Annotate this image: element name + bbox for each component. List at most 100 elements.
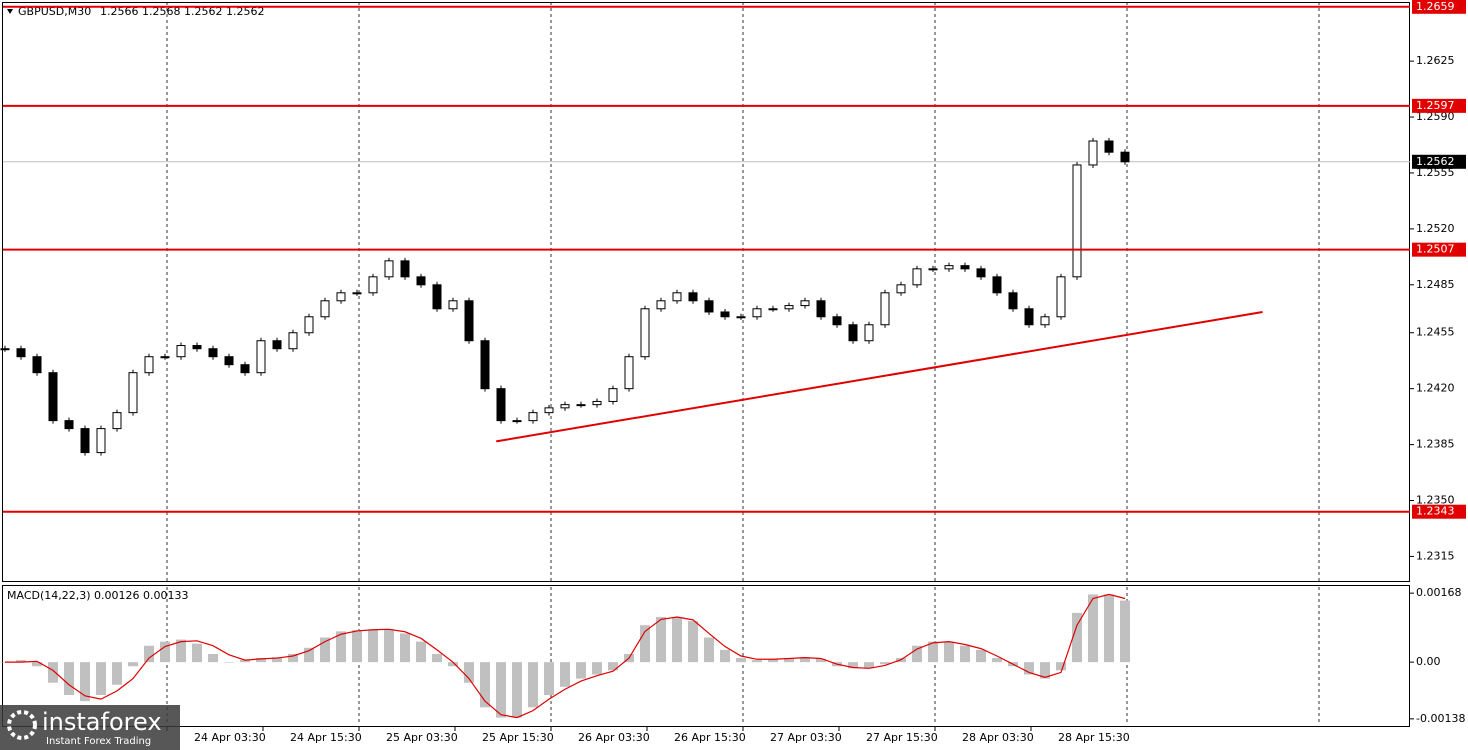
candle xyxy=(464,300,474,342)
candle xyxy=(784,305,794,310)
candle xyxy=(656,300,666,310)
macd-bar xyxy=(32,662,42,667)
macd-bar xyxy=(48,662,58,683)
macd-bar xyxy=(976,649,986,663)
candle xyxy=(992,276,1002,294)
candle xyxy=(80,428,90,454)
candle xyxy=(192,345,202,350)
current-price-bg xyxy=(1412,154,1466,169)
level-label-bg xyxy=(1412,0,1466,14)
trendline xyxy=(496,310,1263,443)
candle xyxy=(768,308,778,311)
x-tick-label: 25 Apr 03:30 xyxy=(386,731,458,744)
y-tick-label: 0.00 xyxy=(1416,655,1441,668)
macd-bar xyxy=(304,647,314,663)
watermark-logo xyxy=(7,710,37,740)
candle xyxy=(16,348,26,358)
macd-bar xyxy=(464,662,474,683)
y-tick-label: 0.00168 xyxy=(1416,586,1462,599)
candle xyxy=(864,324,874,342)
candle xyxy=(480,340,490,390)
candle xyxy=(128,372,138,414)
candle xyxy=(640,308,650,358)
macd-bar xyxy=(256,658,266,663)
candle xyxy=(928,268,938,271)
macd-bar xyxy=(352,630,362,663)
macd-signal xyxy=(5,593,1126,719)
candle xyxy=(848,324,858,342)
level-label: 1.2343 xyxy=(1416,505,1455,518)
macd-bar xyxy=(208,653,218,663)
watermark-tagline: Instant Forex Trading xyxy=(46,736,151,747)
watermark-brand: instaforex xyxy=(42,708,162,736)
candle xyxy=(592,400,602,406)
x-tick-label: 27 Apr 03:30 xyxy=(770,731,842,744)
y-tick-label: 1.2625 xyxy=(1416,54,1455,67)
candle xyxy=(384,260,394,278)
candle xyxy=(1104,140,1114,153)
macd-bar xyxy=(1088,594,1098,663)
macd-bar xyxy=(176,639,186,663)
macd-bar xyxy=(384,629,394,663)
quote: 1.2566 1.2568 1.2562 1.2562 xyxy=(100,5,264,18)
level-label-bg xyxy=(1412,504,1466,519)
level-label-bg xyxy=(1412,242,1466,257)
candle xyxy=(976,268,986,278)
candle xyxy=(800,300,810,307)
macd-bar xyxy=(416,641,426,663)
macd-bar xyxy=(928,641,938,663)
candle xyxy=(48,372,58,422)
macd-bar xyxy=(64,662,74,696)
candle xyxy=(688,292,698,302)
candle xyxy=(528,412,538,422)
macd-bar xyxy=(688,621,698,663)
macd-bar xyxy=(1056,662,1066,671)
x-tick-label: 24 Apr 03:30 xyxy=(194,731,266,744)
macd-bar xyxy=(800,657,810,663)
macd-bar xyxy=(576,662,586,679)
candle xyxy=(288,332,298,350)
y-tick-label: 1.2385 xyxy=(1416,438,1455,451)
candle xyxy=(400,260,410,278)
macd-bar xyxy=(480,662,490,708)
macd-bar xyxy=(864,662,874,669)
macd-bar xyxy=(736,658,746,663)
candle xyxy=(96,428,106,454)
candle xyxy=(448,300,458,310)
macd-bar xyxy=(656,616,666,663)
macd-bar xyxy=(288,653,298,663)
candle xyxy=(320,300,330,318)
candle xyxy=(816,300,826,318)
macd-bar xyxy=(272,657,282,663)
candle xyxy=(560,404,570,409)
candle xyxy=(1088,140,1098,166)
candle xyxy=(32,356,42,374)
macd-bar xyxy=(816,658,826,663)
macd-bar xyxy=(1120,600,1130,663)
macd-bar xyxy=(752,660,762,663)
macd-bar xyxy=(448,662,458,667)
level-label-bg xyxy=(1412,98,1466,113)
candle xyxy=(1024,308,1034,326)
macd-bar xyxy=(144,645,154,663)
candle xyxy=(208,348,218,358)
x-tick-label: 27 Apr 15:30 xyxy=(866,731,938,744)
candle xyxy=(272,340,282,350)
macd-bar xyxy=(224,662,234,663)
candle xyxy=(176,345,186,358)
macd-bar xyxy=(112,662,122,685)
macd-bar xyxy=(400,633,410,663)
candle xyxy=(720,311,730,318)
y-tick-label: 1.2590 xyxy=(1416,110,1455,123)
level-label: 1.2659 xyxy=(1416,0,1455,13)
y-tick-label: 1.2555 xyxy=(1416,166,1455,179)
x-tick-label: 28 Apr 15:30 xyxy=(1058,731,1130,744)
macd-bar xyxy=(1072,612,1082,663)
x-tick-label: 24 Apr 15:30 xyxy=(290,731,362,744)
macd-bar xyxy=(944,641,954,663)
macd-bar xyxy=(96,662,106,696)
macd-bar xyxy=(960,645,970,663)
candle xyxy=(944,265,954,270)
candle xyxy=(752,308,762,318)
candle xyxy=(736,316,746,319)
